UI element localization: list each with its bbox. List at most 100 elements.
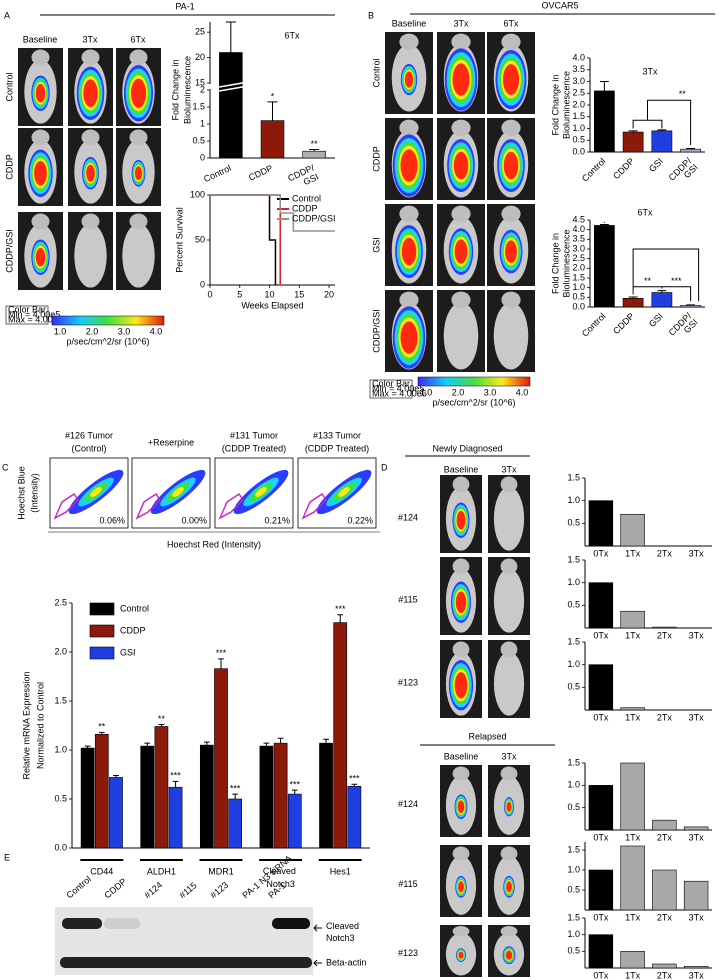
signal [404, 71, 414, 88]
error-bar [144, 742, 151, 747]
x-tick-label: 10 [265, 289, 275, 299]
colorbar-tick: 1.0 [54, 326, 67, 336]
y-tick-label: 0.5 [567, 518, 580, 528]
error-bar [203, 741, 210, 746]
mouse-head [452, 926, 470, 937]
legend-swatch [89, 624, 115, 638]
chart-title: 6Tx [284, 30, 300, 40]
y-tick-label: 0.5 [567, 946, 580, 956]
significance: ** [98, 722, 106, 732]
y-axis-label: Bioluminescence [561, 71, 571, 139]
mouse-head [451, 119, 471, 137]
x-tick-label: 0Tx [593, 832, 609, 842]
mouse-head [31, 213, 50, 230]
error-bar [225, 21, 236, 53]
bar [94, 734, 109, 849]
legend-swatch [89, 602, 115, 616]
band-label: Beta-actin [326, 957, 367, 967]
mouse-body [493, 568, 525, 633]
bar [333, 622, 348, 849]
x-tick-label: 3Tx [689, 912, 705, 922]
bar [622, 297, 644, 308]
signal [83, 79, 98, 108]
y-tick-label: 50 [195, 234, 205, 244]
mouse-head [399, 33, 419, 51]
y-tick-label: 3.5 [572, 64, 585, 74]
bar [219, 52, 243, 159]
bar [620, 951, 645, 969]
x-tick-label: 0Tx [593, 548, 609, 558]
signal [506, 881, 512, 893]
error-bar [337, 614, 344, 623]
sample-name: #131 Tumor [230, 430, 278, 440]
error-bar [263, 742, 270, 747]
legend-label: CDDP [292, 203, 318, 213]
legend-label: CDDP [120, 625, 146, 635]
signal [452, 63, 470, 96]
signal [134, 166, 143, 181]
y-tick-label: 1 [200, 118, 205, 128]
panel-label: B [368, 10, 374, 20]
y-tick-label: 1.0 [54, 744, 67, 754]
signal [502, 64, 520, 95]
mouse-head [129, 129, 148, 146]
error-bar [277, 737, 284, 744]
colorbar-max: Max = 4.00e6 [8, 314, 63, 324]
mouse-head [81, 49, 100, 66]
x-tick-label: 3Tx [689, 832, 705, 842]
column-label: 3Tx [501, 464, 517, 474]
x-tick-label: 1Tx [625, 832, 641, 842]
bar [652, 819, 677, 831]
mouse-head [129, 49, 148, 66]
colorbar-tick: 4.0 [516, 387, 529, 397]
significance: *** [230, 783, 241, 793]
y-tick-label: 2.0 [54, 646, 67, 656]
error-bar [628, 130, 638, 133]
panel-label: D [381, 462, 388, 472]
x-tick-label: 1Tx [625, 630, 641, 640]
bar [588, 934, 614, 969]
bar [109, 777, 123, 849]
significance: ** [158, 714, 166, 724]
column-label: Baseline [23, 34, 58, 44]
significance: *** [671, 276, 682, 286]
row-label: GSI [371, 237, 381, 253]
colorbar-tick: 3.0 [484, 387, 497, 397]
bar [319, 742, 333, 849]
signal [505, 240, 517, 263]
x-tick-label: Hes1 [330, 866, 351, 876]
gate [53, 493, 79, 520]
bar [168, 786, 183, 849]
colorbar-tick: 3.0 [118, 326, 131, 336]
mouse-head [500, 766, 518, 781]
y-tick-label: 4.0 [572, 52, 585, 62]
side-population-pct: 0.06% [99, 515, 125, 525]
side-population-pct: 0.21% [264, 515, 290, 525]
y-tick-label: 1.0 [567, 929, 580, 939]
y-tick-label: 1.5 [54, 695, 67, 705]
y-tick-label: 25 [195, 27, 205, 37]
band-arrow [313, 924, 322, 967]
mouse-head [451, 205, 471, 223]
y-tick-label: 1.0 [572, 123, 585, 133]
significance: *** [335, 604, 346, 614]
row-label: Control [371, 58, 381, 87]
band [104, 918, 140, 929]
colorbar-tick: 1.0 [420, 387, 433, 397]
mouse-head [31, 49, 50, 66]
row-label: Control [4, 72, 14, 101]
colorbar-title: Color Bar [8, 304, 46, 314]
y-tick-label: 0 [200, 279, 205, 289]
bar [652, 869, 677, 911]
chart-title: 3Tx [642, 66, 658, 76]
group-title: Newly Diagnosed [432, 443, 502, 453]
legend-label: GSI [120, 647, 136, 657]
column-label: Baseline [392, 18, 427, 28]
column-label: Baseline [444, 751, 479, 761]
mouse-head [129, 213, 148, 230]
y-tick-label: 0.0 [54, 842, 67, 852]
y-axis-label: Fold Change in [550, 233, 560, 294]
signal [457, 800, 465, 814]
error-bar [323, 738, 329, 744]
bar [680, 305, 701, 308]
